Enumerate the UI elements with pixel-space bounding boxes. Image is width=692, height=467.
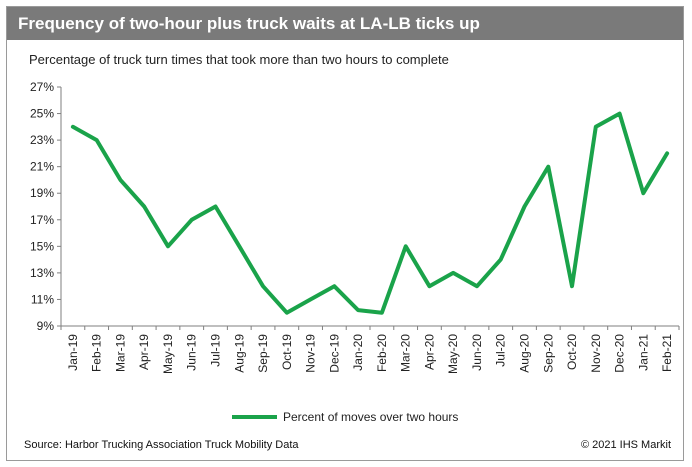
axes <box>57 86 680 330</box>
x-tick-label: May-20 <box>446 334 460 374</box>
x-tick-label: Jan-20 <box>351 334 365 371</box>
x-tick-label: Jul-19 <box>209 334 223 367</box>
x-tick-label: Feb-20 <box>375 334 389 372</box>
x-tick-labels: Jan-19 Feb-19 Mar-19 Apr-19 May-19 Jun-19 Jul-… <box>66 334 674 374</box>
y-tick-label: 21% <box>30 160 54 174</box>
x-tick-label: Mar-20 <box>399 334 413 372</box>
chart-subtitle: Percentage of truck turn times that took… <box>29 52 449 67</box>
x-tick-label: Jun-19 <box>185 334 199 371</box>
y-tick-label: 9% <box>37 319 55 333</box>
x-tick-label: Oct-19 <box>280 334 294 370</box>
x-tick-label: Aug-20 <box>518 334 532 373</box>
x-tick-label: Dec-20 <box>613 334 627 373</box>
x-tick-label: Nov-20 <box>589 334 603 373</box>
y-tick-label: 11% <box>31 292 54 306</box>
x-tick-label: Mar-19 <box>113 334 127 372</box>
title-bar: Frequency of two-hour plus truck waits a… <box>7 7 683 40</box>
x-tick-label: Apr-20 <box>422 334 436 370</box>
y-tick-labels: 27% 25% 23% 21% 19% 17% 15% 13% 11% 9% <box>30 80 54 333</box>
x-tick-label: Jan-21 <box>636 334 650 371</box>
x-tick-label: Sep-19 <box>256 334 270 373</box>
x-tick-label: Nov-19 <box>304 334 318 373</box>
y-tick-label: 23% <box>30 133 54 147</box>
x-tick-label: Feb-21 <box>660 334 674 372</box>
copyright-note: © 2021 IHS Markit <box>580 439 671 451</box>
x-tick-label: May-19 <box>161 334 175 374</box>
series-line <box>70 111 670 315</box>
x-tick-label: Apr-19 <box>137 334 151 370</box>
x-tick-label: Jun-20 <box>470 334 484 371</box>
y-tick-label: 25% <box>30 107 54 121</box>
chart-title: Frequency of two-hour plus truck waits a… <box>18 14 480 33</box>
legend-label: Percent of moves over two hours <box>283 410 458 424</box>
x-tick-label: Jul-20 <box>494 334 508 367</box>
y-tick-label: 15% <box>30 239 54 253</box>
x-tick-label: Dec-19 <box>327 334 341 373</box>
y-tick-label: 19% <box>30 186 54 200</box>
y-tick-label: 13% <box>30 266 54 280</box>
x-tick-label: Sep-20 <box>541 334 555 373</box>
x-tick-label: Aug-19 <box>232 334 246 373</box>
x-tick-label: Oct-20 <box>565 334 579 370</box>
legend: Percent of moves over two hours <box>232 410 458 424</box>
x-tick-label: Jan-19 <box>66 334 80 371</box>
x-tick-label: Feb-19 <box>90 334 104 372</box>
y-tick-label: 27% <box>30 80 54 94</box>
line-chart: 27% 25% 23% 21% 19% 17% 15% 13% 11% 9% Jan-19 Feb-… <box>30 80 680 424</box>
y-tick-label: 17% <box>30 213 54 227</box>
series-layer <box>70 111 670 315</box>
source-note: Source: Harbor Trucking Association Truc… <box>24 439 299 451</box>
chart-panel: Frequency of two-hour plus truck waits a… <box>6 6 684 461</box>
